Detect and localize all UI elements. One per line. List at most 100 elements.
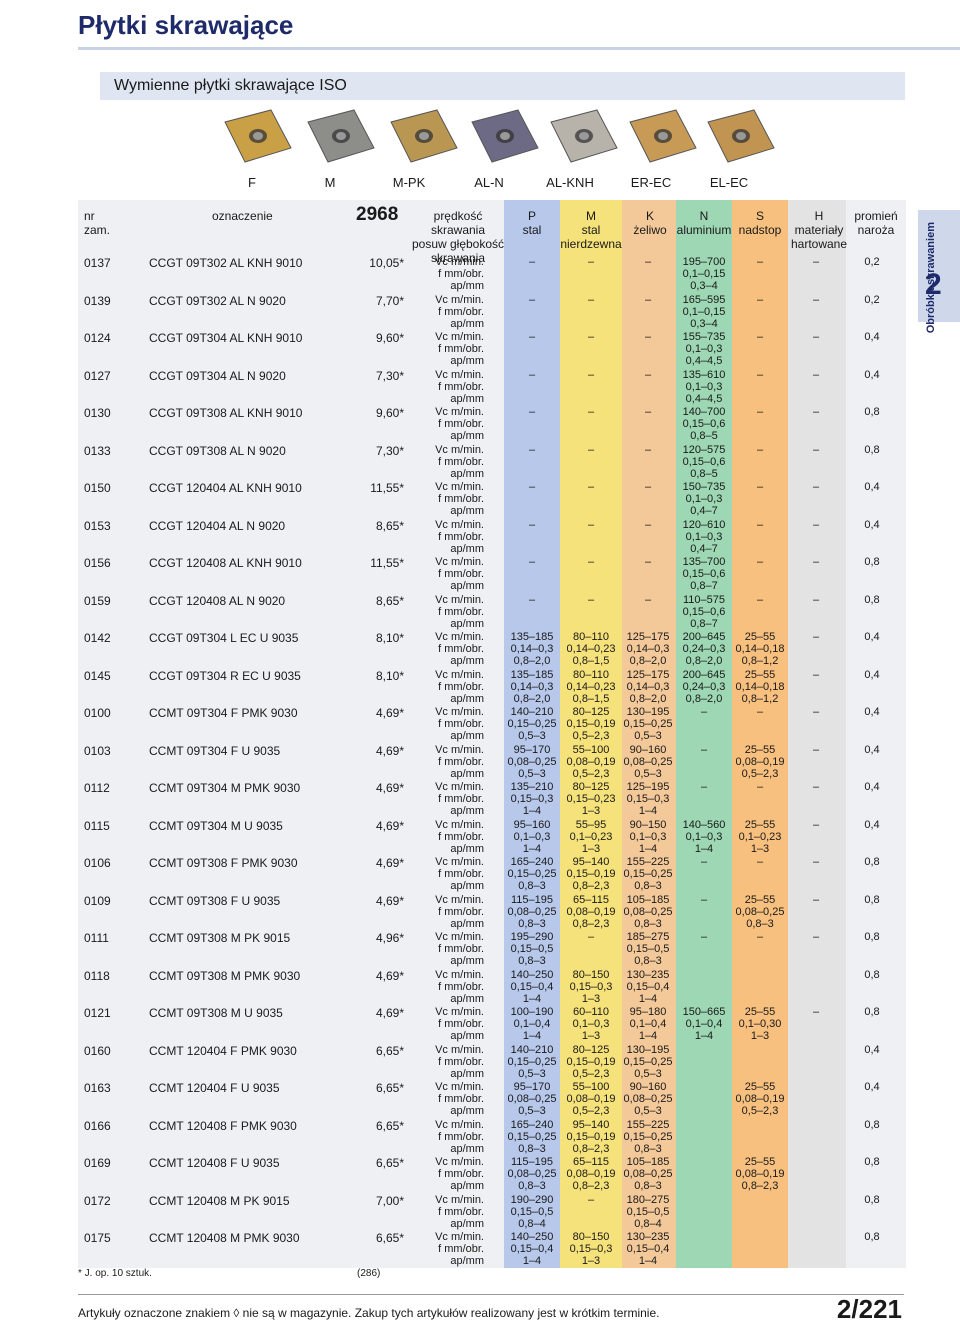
price: 4,69* — [375, 856, 404, 870]
cell-S: 25–55 — [744, 668, 776, 681]
table-row[interactable]: 0103 CCMT 09T304 F U 9035 4,69* Vc m/min. f … — [0, 743, 960, 781]
side-section-tab[interactable] — [918, 210, 960, 322]
band-N — [676, 200, 732, 1268]
table-row[interactable]: 0115 CCMT 09T304 M U 9035 4,69* Vc m/min. f … — [0, 818, 960, 856]
table-row[interactable]: 0172 CCMT 120408 M PK 9015 7,00* Vc m/min. f… — [0, 1193, 960, 1231]
price: 4,96* — [375, 931, 404, 945]
cell-N: 0,1–0,15 — [682, 268, 726, 280]
cell-K: 0,15–0,5 — [626, 943, 670, 955]
cell-N: – — [700, 743, 708, 756]
grade-label: ER-EC — [630, 175, 672, 190]
table-row[interactable]: 0137 CCGT 09T302 AL KNH 9010 10,05* Vc m/mi… — [0, 255, 960, 293]
cell-K: 90–160 — [629, 1081, 667, 1093]
table-row[interactable]: 0106 CCMT 09T308 F PMK 9030 4,69* Vc m/min.… — [0, 855, 960, 893]
cell-N: 0,8–7 — [690, 617, 718, 630]
cell-P: 0,15–0,25 — [507, 1130, 557, 1143]
cell-H: – — [812, 1006, 820, 1018]
table-row[interactable]: 0133 CCGT 09T308 AL N 9020 7,30* Vc m/min. f… — [0, 443, 960, 481]
order-number: 0100 — [84, 706, 111, 720]
cell-N: 0,15–0,6 — [682, 418, 726, 430]
cell-N: 0,1–0,3 — [685, 493, 723, 505]
param-label: ap/mm — [450, 730, 484, 742]
cell-P: 0,5–3 — [518, 730, 546, 742]
cell-S: 0,8–3 — [746, 917, 774, 930]
param-label: f mm/obr. — [438, 418, 484, 430]
table-row[interactable]: 0159 CCGT 120408 AL N 9020 8,65* Vc m/min. f… — [0, 593, 960, 631]
band-M — [560, 200, 622, 1268]
param-label: f mm/obr. — [438, 905, 484, 918]
table-row[interactable]: 0163 CCMT 120404 F U 9035 6,65* Vc m/min. f … — [0, 1080, 960, 1118]
cell-H: – — [812, 331, 820, 343]
designation: CCGT 09T304 L EC U 9035 — [149, 631, 299, 645]
table-row[interactable]: 0121 CCMT 09T308 M U 9035 4,69* Vc m/min. f … — [0, 1005, 960, 1043]
order-number: 0137 — [84, 256, 111, 270]
param-label: f mm/obr. — [438, 1205, 484, 1218]
cell-S: – — [756, 706, 764, 718]
cell-K: 0,1–0,4 — [629, 1018, 667, 1030]
insert-photo-bronze-2 — [707, 109, 775, 163]
cell-M: 80–125 — [572, 781, 610, 793]
cell-N: 120–575 — [682, 443, 726, 456]
table-row[interactable]: 0124 CCGT 09T304 AL KNH 9010 9,60* Vc m/min… — [0, 330, 960, 368]
cell-M: 1–3 — [581, 842, 601, 855]
cell-N: – — [700, 856, 708, 868]
section-subtitle: Wymienne płytki skrawające ISO — [114, 77, 347, 94]
cell-M: 0,5–2,3 — [572, 1105, 610, 1117]
title-divider — [78, 47, 960, 50]
table-row[interactable]: 0112 CCMT 09T304 M PMK 9030 4,69* Vc m/min.… — [0, 780, 960, 818]
cell-K: – — [644, 593, 652, 606]
table-row[interactable]: 0118 CCMT 09T308 M PMK 9030 4,69* Vc m/min.… — [0, 968, 960, 1006]
param-label: Vc m/min. — [435, 406, 484, 418]
cell-P: 140–250 — [510, 1231, 554, 1243]
table-row[interactable]: 0127 CCGT 09T304 AL N 9020 7,30* Vc m/min. f… — [0, 368, 960, 406]
param-label: Vc m/min. — [435, 481, 484, 493]
table-row[interactable]: 0139 CCGT 09T302 AL N 9020 7,70* Vc m/min. f… — [0, 293, 960, 331]
cell-K: 0,5–3 — [634, 1067, 662, 1080]
param-label: Vc m/min. — [435, 856, 484, 868]
cell-N: – — [700, 931, 708, 943]
table-row[interactable]: 0111 CCMT 09T308 M PK 9015 4,96* Vc m/min. f… — [0, 930, 960, 968]
table-row[interactable]: 0169 CCMT 120408 F U 9035 6,65* Vc m/min. f … — [0, 1155, 960, 1193]
table-row[interactable]: 0145 CCGT 09T304 R EC U 9035 8,10* Vc m/min… — [0, 668, 960, 706]
grade-label: EL-EC — [709, 175, 749, 190]
header-S-label: nadstop — [738, 223, 782, 237]
cell-K: 1–4 — [638, 1255, 658, 1267]
table-row[interactable]: 0153 CCGT 120404 AL N 9020 8,65* Vc m/min. f… — [0, 518, 960, 556]
param-label: f mm/obr. — [438, 343, 484, 355]
grade-label: AL-N — [474, 175, 504, 190]
param-label: f mm/obr. — [438, 305, 484, 318]
corner-radius: 0,4 — [864, 518, 880, 531]
param-label: ap/mm — [450, 280, 484, 292]
cell-K: 0,8–3 — [634, 1180, 662, 1192]
cell-K: 1–4 — [638, 992, 658, 1005]
price: 11,55* — [370, 556, 404, 570]
designation: CCGT 120404 AL N 9020 — [149, 518, 286, 533]
param-label: ap/mm — [450, 355, 484, 367]
cell-P: 0,15–0,25 — [507, 718, 557, 730]
cell-M: 0,14–0,23 — [566, 643, 616, 655]
cell-M: – — [587, 556, 595, 568]
table-row[interactable]: 0130 CCGT 09T308 AL KNH 9010 9,60* Vc m/min… — [0, 405, 960, 443]
page-number: 2/221 — [836, 1294, 902, 1324]
param-label: Vc m/min. — [435, 818, 484, 831]
table-row[interactable]: 0160 CCMT 120404 F PMK 9030 6,65* Vc m/min.… — [0, 1043, 960, 1081]
table-row[interactable]: 0166 CCMT 120408 F PMK 9030 6,65* Vc m/min.… — [0, 1118, 960, 1156]
cell-P: – — [528, 481, 536, 493]
band-K — [622, 200, 676, 1268]
table-row[interactable]: 0142 CCGT 09T304 L EC U 9035 8,10* Vc m/min… — [0, 630, 960, 668]
side-tab-number: 2 — [925, 268, 942, 301]
cell-P: 95–160 — [513, 818, 551, 831]
cell-P: – — [528, 443, 536, 456]
param-label: Vc m/min. — [435, 556, 484, 568]
table-row[interactable]: 0175 CCMT 120408 M PMK 9030 6,65* Vc m/min.… — [0, 1230, 960, 1268]
table-row[interactable]: 0156 CCGT 120408 AL KNH 9010 11,55* Vc m/mi… — [0, 555, 960, 593]
table-row[interactable]: 0109 CCMT 09T308 F U 9035 4,69* Vc m/min. f … — [0, 893, 960, 931]
table-row[interactable]: 0150 CCGT 120404 AL KNH 9010 11,55* Vc m/mi… — [0, 480, 960, 518]
cell-N: 140–560 — [682, 818, 726, 831]
param-label: Vc m/min. — [435, 443, 484, 456]
cell-S: – — [756, 368, 764, 381]
table-row[interactable]: 0100 CCMT 09T304 F PMK 9030 4,69* Vc m/min.… — [0, 705, 960, 743]
cell-P: 190–290 — [510, 1193, 554, 1206]
cell-P: 115–195 — [510, 1156, 553, 1168]
grade-label: M — [324, 175, 336, 190]
